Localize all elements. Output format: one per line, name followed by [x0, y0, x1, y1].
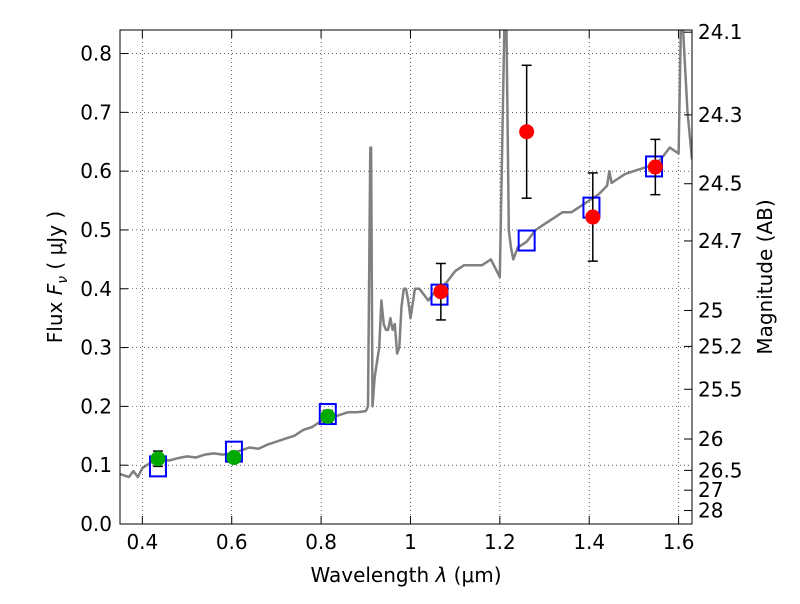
observed-flux-point: [585, 209, 601, 225]
grid: [120, 30, 692, 525]
x-axis-label: Wavelength λ (μm): [310, 563, 501, 587]
y-tick-label: 0.6: [80, 159, 112, 183]
observed-flux-point: [519, 124, 535, 140]
y2-tick-label: 25.2: [698, 334, 743, 358]
observed-flux-point: [150, 451, 166, 467]
x-tick-label: 1.2: [484, 530, 516, 554]
y-tick-label: 0.1: [80, 453, 112, 477]
x-tick-label: 1.4: [573, 530, 605, 554]
y-tick-label: 0.5: [80, 218, 112, 242]
observed-flux-point: [226, 450, 242, 466]
y2-tick-label: 25.5: [698, 377, 743, 401]
y-tick-label: 0.7: [80, 100, 112, 124]
y2-axis-label: Magnitude (AB): [753, 199, 777, 354]
y2-tick-label: 24.5: [698, 172, 743, 196]
observed-flux-point: [320, 408, 336, 424]
y2-tick-label: 28: [698, 499, 723, 523]
y-tick-label: 0.8: [80, 42, 112, 66]
y2-tick-label: 24.7: [698, 229, 743, 253]
x-tick-label: 1: [404, 530, 417, 554]
y-tick-label: 0.2: [80, 394, 112, 418]
y2-tick-label: 26: [698, 427, 723, 451]
x-tick-label: 0.8: [305, 530, 337, 554]
y2-tick-label: 25: [698, 298, 723, 322]
model-spectrum-line: [120, 30, 692, 479]
data-layer: [120, 30, 692, 479]
observed-flux-point: [647, 159, 663, 175]
y-tick-label: 0.4: [80, 277, 112, 301]
observed-flux-point: [433, 284, 449, 300]
ticks: 0.4 0.6 0.8 1 1.2 1.4 1.6 0.0 0.1 0.2 0.3 0.4 0.5 0.6…: [80, 20, 742, 554]
x-tick-label: 0.6: [216, 530, 248, 554]
y-axis-label: Flux Fν ( μJy ): [43, 211, 71, 343]
x-tick-label: 1.6: [663, 530, 695, 554]
y2-tick-label: 24.3: [698, 103, 743, 127]
model-photometry-square: [517, 229, 536, 252]
y-tick-label: 0.3: [80, 336, 112, 360]
y-tick-label: 0.0: [80, 512, 112, 536]
y2-tick-label: 26.5: [698, 458, 743, 482]
y2-tick-label: 27: [698, 478, 723, 502]
x-tick-label: 0.4: [126, 530, 158, 554]
plot-frame: [119, 29, 693, 525]
y2-tick-label: 24.1: [698, 20, 743, 44]
model-photometry-square: [318, 403, 337, 426]
